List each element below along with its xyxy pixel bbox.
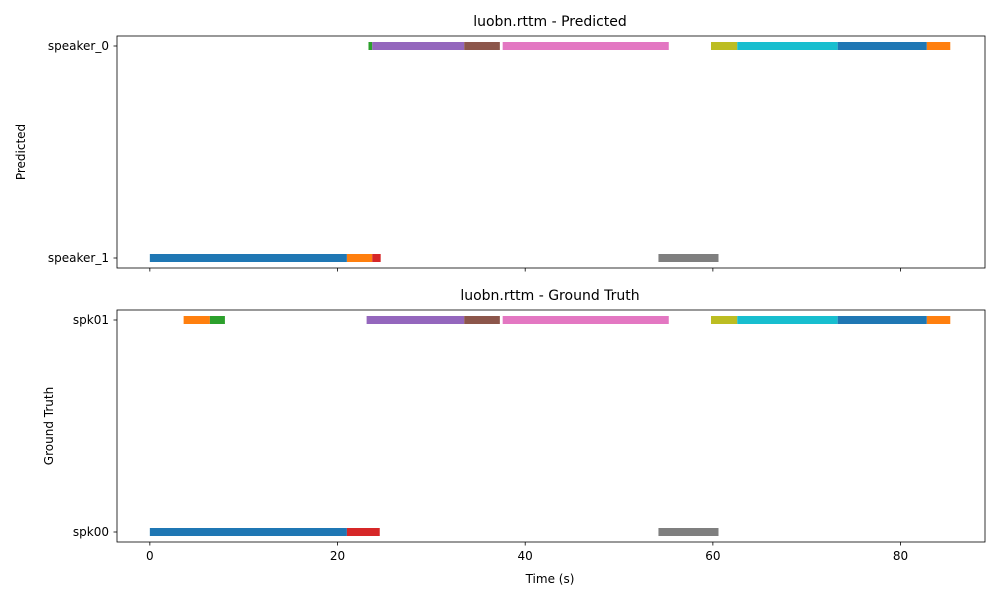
ground-truth-segment-spk01-10 xyxy=(837,316,927,324)
ground-truth-segment-spk01-11 xyxy=(926,316,951,324)
predicted-xticks xyxy=(149,268,901,272)
ground-truth-segment-spk00-0 xyxy=(149,528,347,536)
predicted-segment-speaker_0-6 xyxy=(502,42,669,50)
ground-truth-ytick-1: spk01 xyxy=(73,313,117,327)
predicted-segment-speaker_0-8 xyxy=(710,42,738,50)
predicted-ytick-label-speaker-0: speaker_0 xyxy=(48,39,109,53)
ground-truth-segments xyxy=(149,316,951,536)
ground-truth-xticks: 0 20 40 60 80 xyxy=(146,542,908,563)
ground-truth-ytick-label-spk00: spk00 xyxy=(73,525,109,539)
ground-truth-xtick-label-60: 60 xyxy=(705,549,720,563)
predicted-ytick-1: speaker_0 xyxy=(48,39,117,53)
ground-truth-segment-spk01-4 xyxy=(366,316,465,324)
ground-truth-xtick-label-20: 20 xyxy=(330,549,345,563)
predicted-segment-speaker_0-4 xyxy=(372,42,465,50)
ground-truth-ytick-0: spk00 xyxy=(73,525,117,539)
ground-truth-segment-spk01-8 xyxy=(710,316,738,324)
ground-truth-panel: luobn.rttm - Ground Truth Ground Truth T… xyxy=(42,288,986,586)
predicted-segment-speaker_1-2 xyxy=(372,254,381,262)
ground-truth-title: luobn.rttm - Ground Truth xyxy=(460,288,639,304)
ground-truth-xtick-label-40: 40 xyxy=(518,549,533,563)
ground-truth-segment-spk01-5 xyxy=(464,316,500,324)
ground-truth-segment-spk00-3 xyxy=(346,528,380,536)
ground-truth-xlabel: Time (s) xyxy=(525,572,575,586)
predicted-ytick-0: speaker_1 xyxy=(48,251,117,265)
ground-truth-segment-spk01-6 xyxy=(502,316,669,324)
ground-truth-segment-spk01-9 xyxy=(737,316,838,324)
ground-truth-plot-area xyxy=(116,309,986,543)
predicted-segment-speaker_0-9 xyxy=(737,42,838,50)
predicted-title: luobn.rttm - Predicted xyxy=(473,14,627,30)
ground-truth-ytick-label-spk01: spk01 xyxy=(73,313,109,327)
predicted-segment-speaker_1-7 xyxy=(658,254,719,262)
predicted-ytick-label-speaker-1: speaker_1 xyxy=(48,251,109,265)
predicted-panel: luobn.rttm - Predicted Predicted speaker… xyxy=(14,14,986,272)
predicted-ylabel: Predicted xyxy=(14,124,28,180)
predicted-segment-speaker_0-5 xyxy=(464,42,500,50)
ground-truth-segment-spk00-7 xyxy=(658,528,719,536)
predicted-segment-speaker_1-1 xyxy=(346,254,373,262)
ground-truth-ylabel: Ground Truth xyxy=(42,387,56,465)
ground-truth-segment-spk01-1 xyxy=(183,316,210,324)
predicted-segment-speaker_1-0 xyxy=(149,254,347,262)
predicted-segment-speaker_0-10 xyxy=(837,42,927,50)
ground-truth-xtick-label-0: 0 xyxy=(146,549,154,563)
predicted-plot-area xyxy=(116,35,986,269)
ground-truth-segment-spk01-2 xyxy=(209,316,225,324)
predicted-segment-speaker_0-3 xyxy=(368,42,373,50)
ground-truth-xtick-label-80: 80 xyxy=(893,549,908,563)
predicted-segment-speaker_0-11 xyxy=(926,42,951,50)
predicted-segments xyxy=(149,42,951,262)
